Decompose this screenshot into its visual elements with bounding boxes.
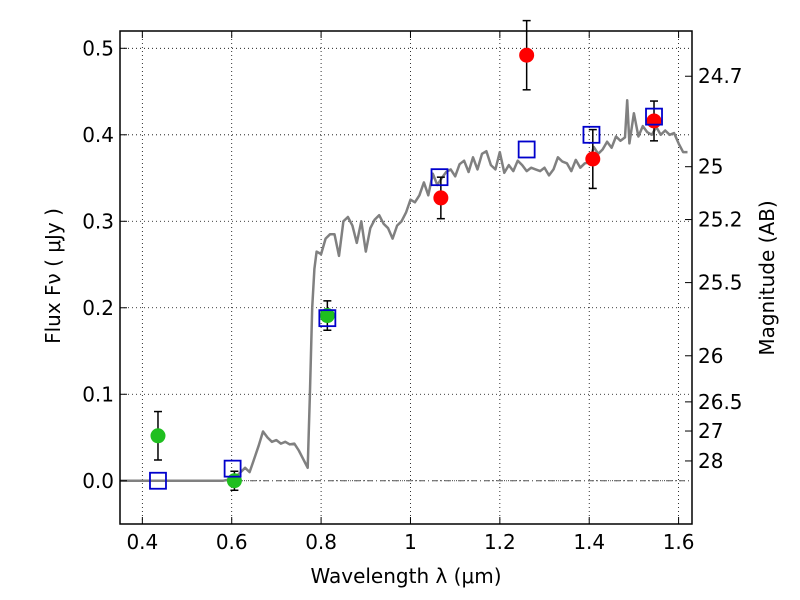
x-tick-label: 1.2 bbox=[484, 530, 516, 554]
model-photometry-boxes bbox=[149, 107, 663, 490]
model-photometry-box bbox=[318, 309, 337, 328]
x-tick-label: 1 bbox=[404, 530, 417, 554]
x-tick-labels: 0.4 0.6 0.8 1 1.2 1.4 1.6 bbox=[126, 530, 694, 554]
red-data-point bbox=[646, 113, 662, 129]
y-tick-label: 0.0 bbox=[82, 469, 114, 493]
x-tick-label: 1.4 bbox=[573, 530, 605, 554]
model-photometry-box bbox=[582, 125, 601, 144]
y-tick-label: 0.1 bbox=[82, 382, 114, 406]
y-tick-labels: 0.0 0.1 0.2 0.3 0.4 0.5 bbox=[82, 36, 114, 492]
model-photometry-box bbox=[430, 168, 449, 187]
green-data-point bbox=[150, 428, 166, 444]
model-photometry-box bbox=[149, 471, 167, 490]
x-tick-label: 0.8 bbox=[305, 530, 337, 554]
right-tick-label: 25 bbox=[698, 155, 723, 179]
x-tick-label: 0.4 bbox=[126, 530, 158, 554]
red-data-point bbox=[585, 151, 601, 167]
model-spectrum-line bbox=[120, 98, 688, 483]
x-tick-label: 0.6 bbox=[216, 530, 248, 554]
green-data-point bbox=[226, 473, 242, 489]
y-axis-title: Flux Fν ( μJy ) bbox=[41, 208, 65, 344]
model-photometry-box bbox=[223, 459, 242, 478]
model-photometry-box bbox=[645, 107, 663, 126]
right-axis-title: Magnitude (AB) bbox=[755, 200, 779, 355]
right-magnitude-tick-labels: 24.7 25 25.2 25.5 26 26.5 27 28 bbox=[698, 64, 743, 473]
right-tick-label: 27 bbox=[698, 419, 723, 443]
axis-ticks bbox=[120, 31, 692, 524]
grid bbox=[120, 31, 692, 524]
y-tick-label: 0.2 bbox=[82, 296, 114, 320]
model-photometry-box bbox=[517, 140, 536, 159]
red-data-point bbox=[519, 47, 535, 63]
x-axis-title: Wavelength λ (μm) bbox=[310, 564, 501, 588]
plot-frame bbox=[119, 30, 693, 525]
green-data-point bbox=[319, 308, 335, 324]
right-tick-label: 28 bbox=[698, 449, 723, 473]
red-data-point bbox=[433, 190, 449, 206]
x-tick-label: 1.6 bbox=[663, 530, 695, 554]
y-tick-label: 0.4 bbox=[82, 123, 114, 147]
right-tick-label: 24.7 bbox=[698, 64, 743, 88]
y-tick-label: 0.3 bbox=[82, 209, 114, 233]
right-tick-label: 26 bbox=[698, 344, 723, 368]
right-tick-label: 25.5 bbox=[698, 271, 743, 295]
right-tick-label: 26.5 bbox=[698, 390, 743, 414]
y-tick-label: 0.5 bbox=[82, 36, 114, 60]
right-tick-label: 25.2 bbox=[698, 208, 743, 232]
